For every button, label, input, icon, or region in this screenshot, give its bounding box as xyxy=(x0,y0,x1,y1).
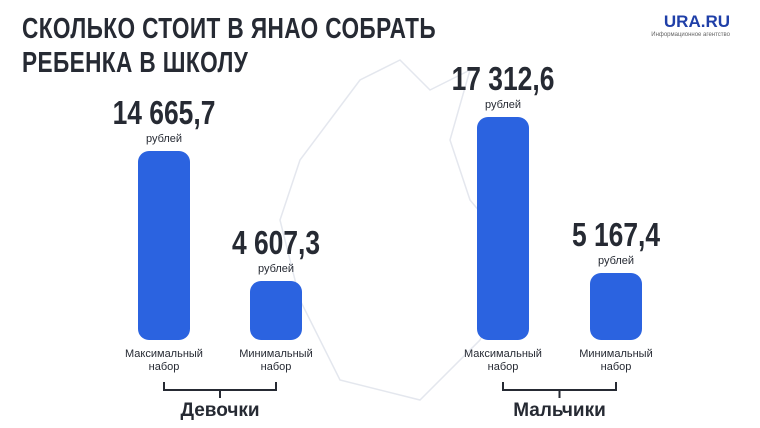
bar xyxy=(477,117,529,340)
group-label: Мальчики xyxy=(513,400,606,421)
logo-subtitle: Информационное агентство xyxy=(651,32,730,38)
unit-label: рублей xyxy=(597,255,635,268)
bar xyxy=(250,280,302,340)
bar xyxy=(138,151,190,340)
group-bracket xyxy=(502,382,617,398)
bar xyxy=(590,273,642,340)
group-label: Девочки xyxy=(180,400,260,421)
unit-label: рублей xyxy=(257,262,295,275)
title: СКОЛЬКО СТОИТ В ЯНАО СОБРАТЬ РЕБЕНКА В Ш… xyxy=(22,13,437,79)
unit-label: рублей xyxy=(145,133,183,146)
value-label: 5 167,4 xyxy=(571,216,661,254)
category-label: Минимальный набор xyxy=(239,348,313,373)
category-label: Максимальный набор xyxy=(464,348,542,373)
category-label: Минимальный набор xyxy=(579,348,653,373)
value-label: 17 312,6 xyxy=(451,60,555,97)
group-bracket xyxy=(163,382,277,398)
value-label: 4 607,3 xyxy=(231,223,321,261)
category-label: Максимальный набор xyxy=(125,348,203,373)
unit-label: рублей xyxy=(484,99,522,111)
value-label: 14 665,7 xyxy=(112,94,216,132)
logo: URA.RU xyxy=(663,12,730,31)
